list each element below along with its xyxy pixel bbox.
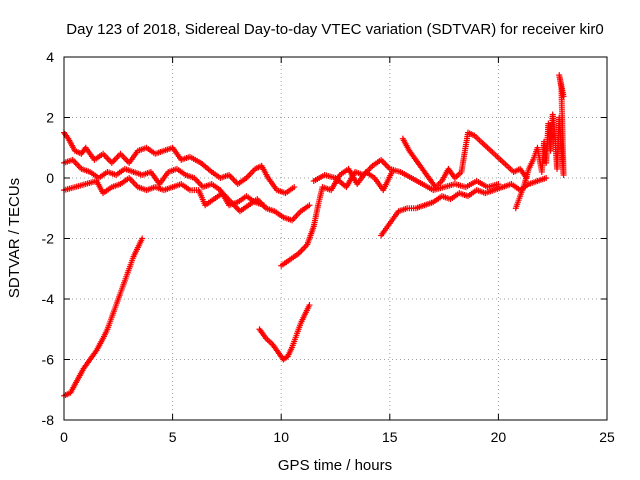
x-tick-label: 5 <box>169 429 177 445</box>
series-track-mid-left <box>61 156 267 209</box>
y-tick-label: -4 <box>42 291 55 307</box>
y-axis-label: SDTVAR / TECUs <box>6 178 23 298</box>
data-point <box>306 202 313 209</box>
x-axis-label: GPS time / hours <box>278 457 392 474</box>
series-track-lower-left <box>61 175 313 224</box>
y-tick-labels: -8 -6 -4 -2 0 2 4 <box>42 49 55 428</box>
data-point <box>560 93 567 100</box>
series-track-right-upper <box>399 129 530 191</box>
y-tick-label: -6 <box>42 352 55 368</box>
x-tick-label: 20 <box>491 429 507 445</box>
data-point <box>139 235 146 242</box>
y-tick-label: -8 <box>42 412 55 428</box>
series-track-steep-left <box>61 235 146 399</box>
data-point <box>260 202 267 209</box>
y-tick-label: 4 <box>46 49 54 65</box>
series-track-mid-wave <box>310 156 502 194</box>
x-tick-labels: 0 5 10 15 20 25 <box>60 429 615 445</box>
x-tick-label: 0 <box>60 429 68 445</box>
data-point <box>543 175 550 181</box>
series-track-v-shape <box>256 302 313 363</box>
x-tick-label: 25 <box>599 429 615 445</box>
data-point <box>291 184 298 191</box>
data-points <box>61 72 567 399</box>
series-track-upper-left <box>61 129 298 197</box>
y-tick-label: 2 <box>46 110 54 126</box>
y-tick-label: -2 <box>42 231 55 247</box>
chart-title: Day 123 of 2018, Sidereal Day-to-day VTE… <box>66 21 603 38</box>
x-tick-label: 15 <box>382 429 398 445</box>
axis-ticks <box>63 56 608 421</box>
data-point <box>306 302 313 309</box>
plot-frame <box>63 56 608 421</box>
series-track-right-cluster <box>512 72 567 212</box>
grid <box>64 57 607 420</box>
y-tick-label: 0 <box>46 170 54 186</box>
series-track-right-rise <box>378 175 550 239</box>
data-point <box>495 181 502 188</box>
x-tick-label: 10 <box>273 429 289 445</box>
